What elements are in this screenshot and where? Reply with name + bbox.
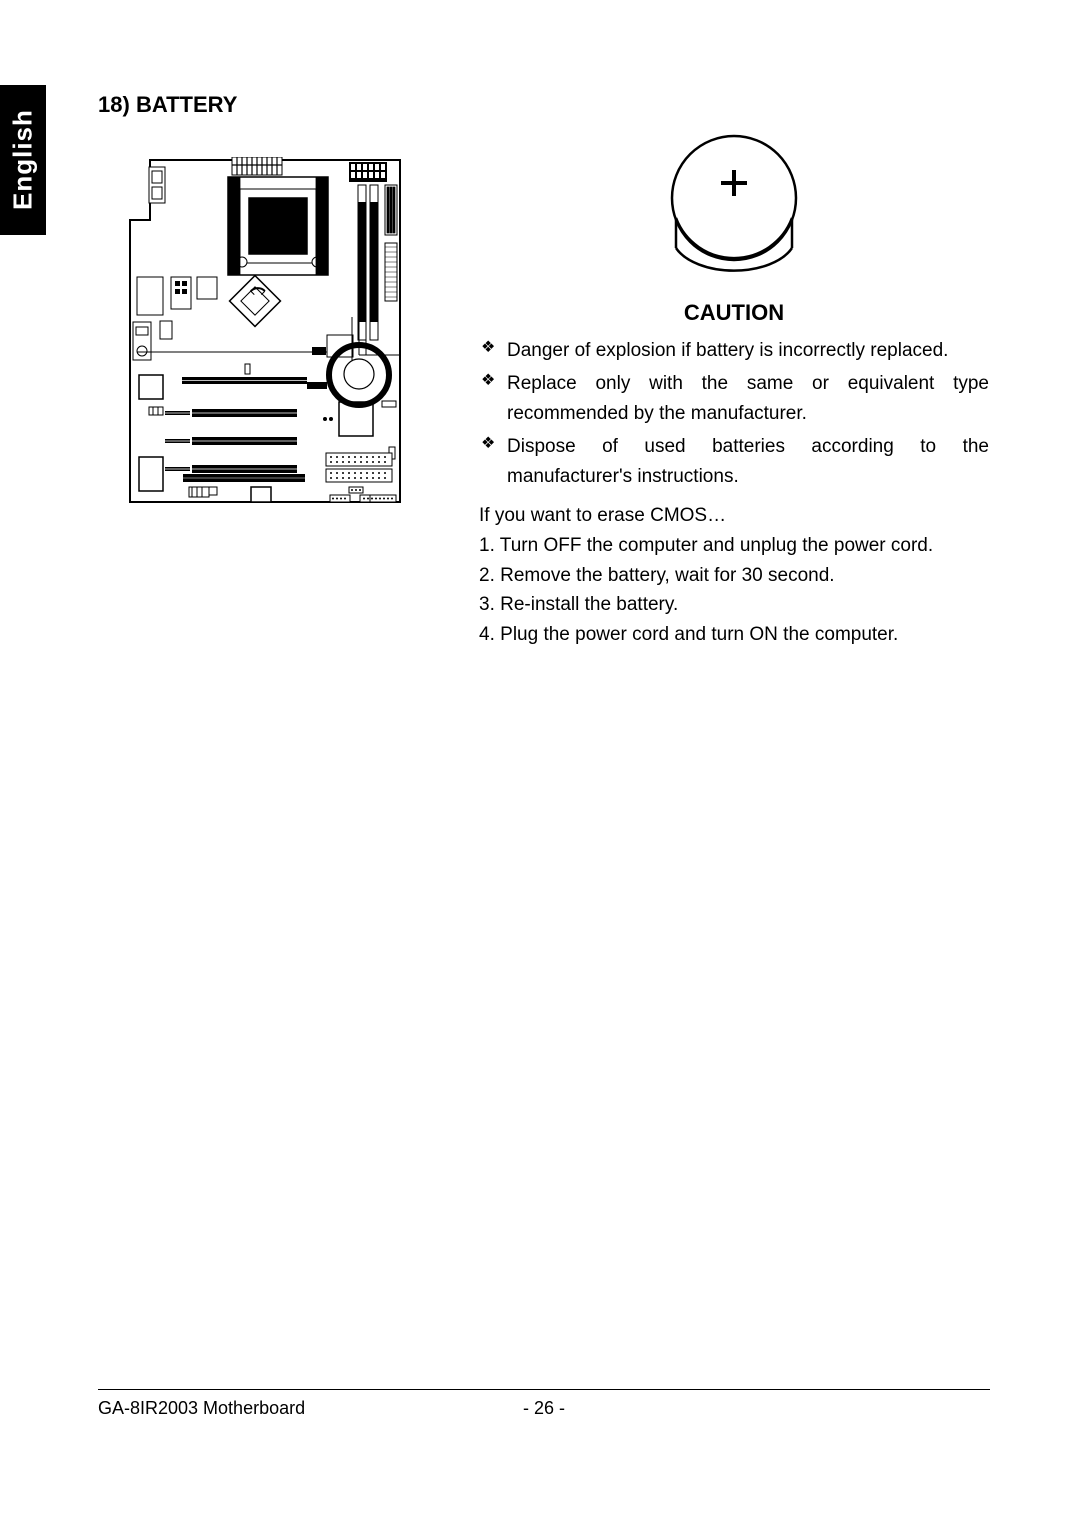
caution-item: Danger of explosion if battery is incorr… (479, 336, 989, 365)
cmos-step: Plug the power cord and turn ON the comp… (479, 620, 989, 649)
cmos-step: Turn OFF the computer and unplug the pow… (479, 531, 989, 560)
caution-item: Replace only with the same or equivalent… (479, 369, 989, 428)
footer: GA-8IR2003 Motherboard - 26 - . (98, 1389, 990, 1419)
footer-page: - 26 - (523, 1398, 565, 1419)
motherboard-diagram (127, 157, 430, 527)
language-tab: English (0, 85, 46, 235)
caution-item: Dispose of used batteries according to t… (479, 432, 989, 491)
section-number: 18 (98, 92, 122, 117)
cmos-step: Remove the battery, wait for 30 second. (479, 561, 989, 590)
caution-heading: CAUTION (479, 300, 989, 326)
left-column (127, 157, 430, 532)
battery-icon (649, 130, 819, 290)
cmos-steps: Turn OFF the computer and unplug the pow… (479, 531, 989, 649)
right-column: CAUTION Danger of explosion if battery i… (479, 130, 989, 649)
caution-list: Danger of explosion if battery is incorr… (479, 336, 989, 491)
section-title: 18) BATTERY (98, 92, 237, 118)
section-name: BATTERY (136, 92, 237, 117)
cmos-step: Re-install the battery. (479, 590, 989, 619)
footer-product: GA-8IR2003 Motherboard (98, 1398, 305, 1419)
cmos-intro: If you want to erase CMOS… (479, 505, 989, 527)
